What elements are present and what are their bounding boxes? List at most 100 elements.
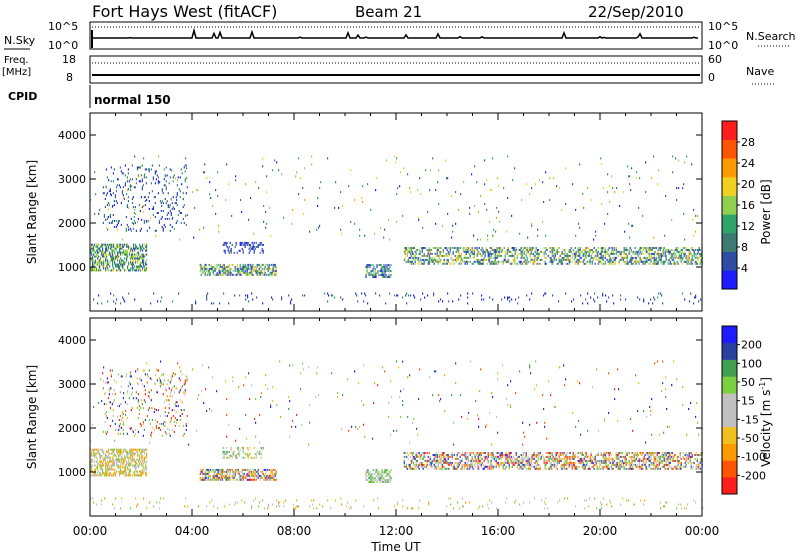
data-cell: [176, 419, 178, 421]
data-cell: [171, 375, 173, 378]
data-cell: [267, 267, 269, 270]
data-cell: [239, 243, 241, 246]
data-cell: [226, 273, 228, 276]
data-cell: [625, 247, 627, 249]
data-cell: [214, 269, 216, 272]
data-cell: [133, 458, 135, 461]
data-cell: [252, 243, 254, 246]
data-cell: [541, 454, 543, 456]
data-cell: [582, 302, 584, 305]
data-cell: [595, 256, 597, 259]
data-cell: [97, 458, 99, 461]
data-cell: [224, 476, 226, 479]
data-cell: [141, 188, 143, 191]
data-cell: [554, 256, 556, 259]
data-cell: [533, 461, 535, 464]
data-cell: [438, 467, 440, 470]
data-cell: [428, 247, 430, 249]
data-cell: [185, 157, 187, 160]
data-cell: [485, 249, 487, 251]
data-cell: [412, 467, 414, 470]
data-cell: [152, 178, 154, 181]
data-cell: [120, 448, 122, 451]
data-cell: [537, 459, 539, 462]
data-cell: [90, 249, 92, 252]
data-cell: [469, 252, 471, 255]
data-cell: [519, 262, 521, 265]
data-cell: [127, 456, 129, 459]
data-cell: [376, 479, 378, 481]
data-cell: [157, 176, 159, 179]
data-cell: [669, 256, 671, 259]
data-cell: [483, 256, 485, 259]
data-cell: [370, 270, 372, 273]
data-cell: [133, 245, 135, 248]
data-cell: [103, 403, 105, 406]
data-cell: [591, 461, 593, 464]
data-cell: [97, 263, 99, 266]
data-cell: [506, 252, 508, 255]
data-cell: [107, 259, 109, 262]
data-cell: [104, 474, 106, 477]
data-cell: [179, 238, 181, 241]
data-cell: [366, 272, 368, 275]
data-cell: [207, 472, 209, 475]
data-cell: [403, 250, 405, 253]
data-cell: [464, 461, 466, 464]
data-cell: [600, 254, 602, 257]
data-cell: [537, 234, 539, 237]
data-cell: [115, 302, 117, 305]
data-cell: [247, 294, 249, 297]
data-cell: [550, 465, 552, 468]
data-cell: [609, 258, 611, 261]
data-cell: [128, 269, 130, 272]
data-cell: [700, 254, 702, 257]
data-cell: [213, 265, 215, 268]
data-cell: [498, 185, 500, 188]
data-cell: [114, 249, 116, 252]
data-cell: [689, 258, 691, 261]
data-cell: [120, 263, 122, 266]
data-cell: [519, 467, 521, 470]
data-cell: [120, 468, 122, 471]
data-cell: [574, 262, 576, 265]
data-cell: [536, 454, 538, 456]
data-cell: [582, 461, 584, 464]
data-cell: [662, 262, 664, 265]
data-cell: [141, 462, 143, 465]
data-cell: [411, 467, 413, 470]
data-cell: [469, 254, 471, 257]
data-cell: [225, 450, 227, 453]
data-cell: [639, 247, 641, 249]
data-cell: [125, 456, 127, 459]
data-cell: [126, 391, 128, 394]
data-cell: [532, 454, 534, 456]
data-cell: [105, 168, 107, 171]
data-cell: [585, 254, 587, 257]
data-cell: [497, 457, 499, 460]
data-cell: [449, 455, 451, 458]
data-cell: [265, 478, 267, 481]
data-cell: [109, 253, 111, 256]
data-cell: [539, 262, 541, 265]
data-cell: [474, 260, 476, 263]
data-cell: [122, 172, 124, 175]
data-cell: [569, 459, 571, 462]
data-cell: [245, 298, 247, 301]
data-cell: [109, 261, 111, 264]
data-cell: [127, 452, 129, 455]
data-cell: [573, 252, 575, 255]
data-cell: [128, 460, 130, 463]
data-cell: [93, 249, 95, 252]
data-cell: [130, 462, 132, 465]
data-cell: [166, 415, 168, 417]
data-cell: [105, 403, 107, 406]
data-cell: [144, 458, 146, 461]
data-cell: [498, 254, 500, 257]
data-cell: [408, 465, 410, 468]
data-cell: [107, 468, 109, 471]
data-cell: [443, 465, 445, 468]
data-cell: [379, 473, 381, 476]
data-cell: [103, 393, 105, 396]
data-cell: [678, 254, 680, 257]
